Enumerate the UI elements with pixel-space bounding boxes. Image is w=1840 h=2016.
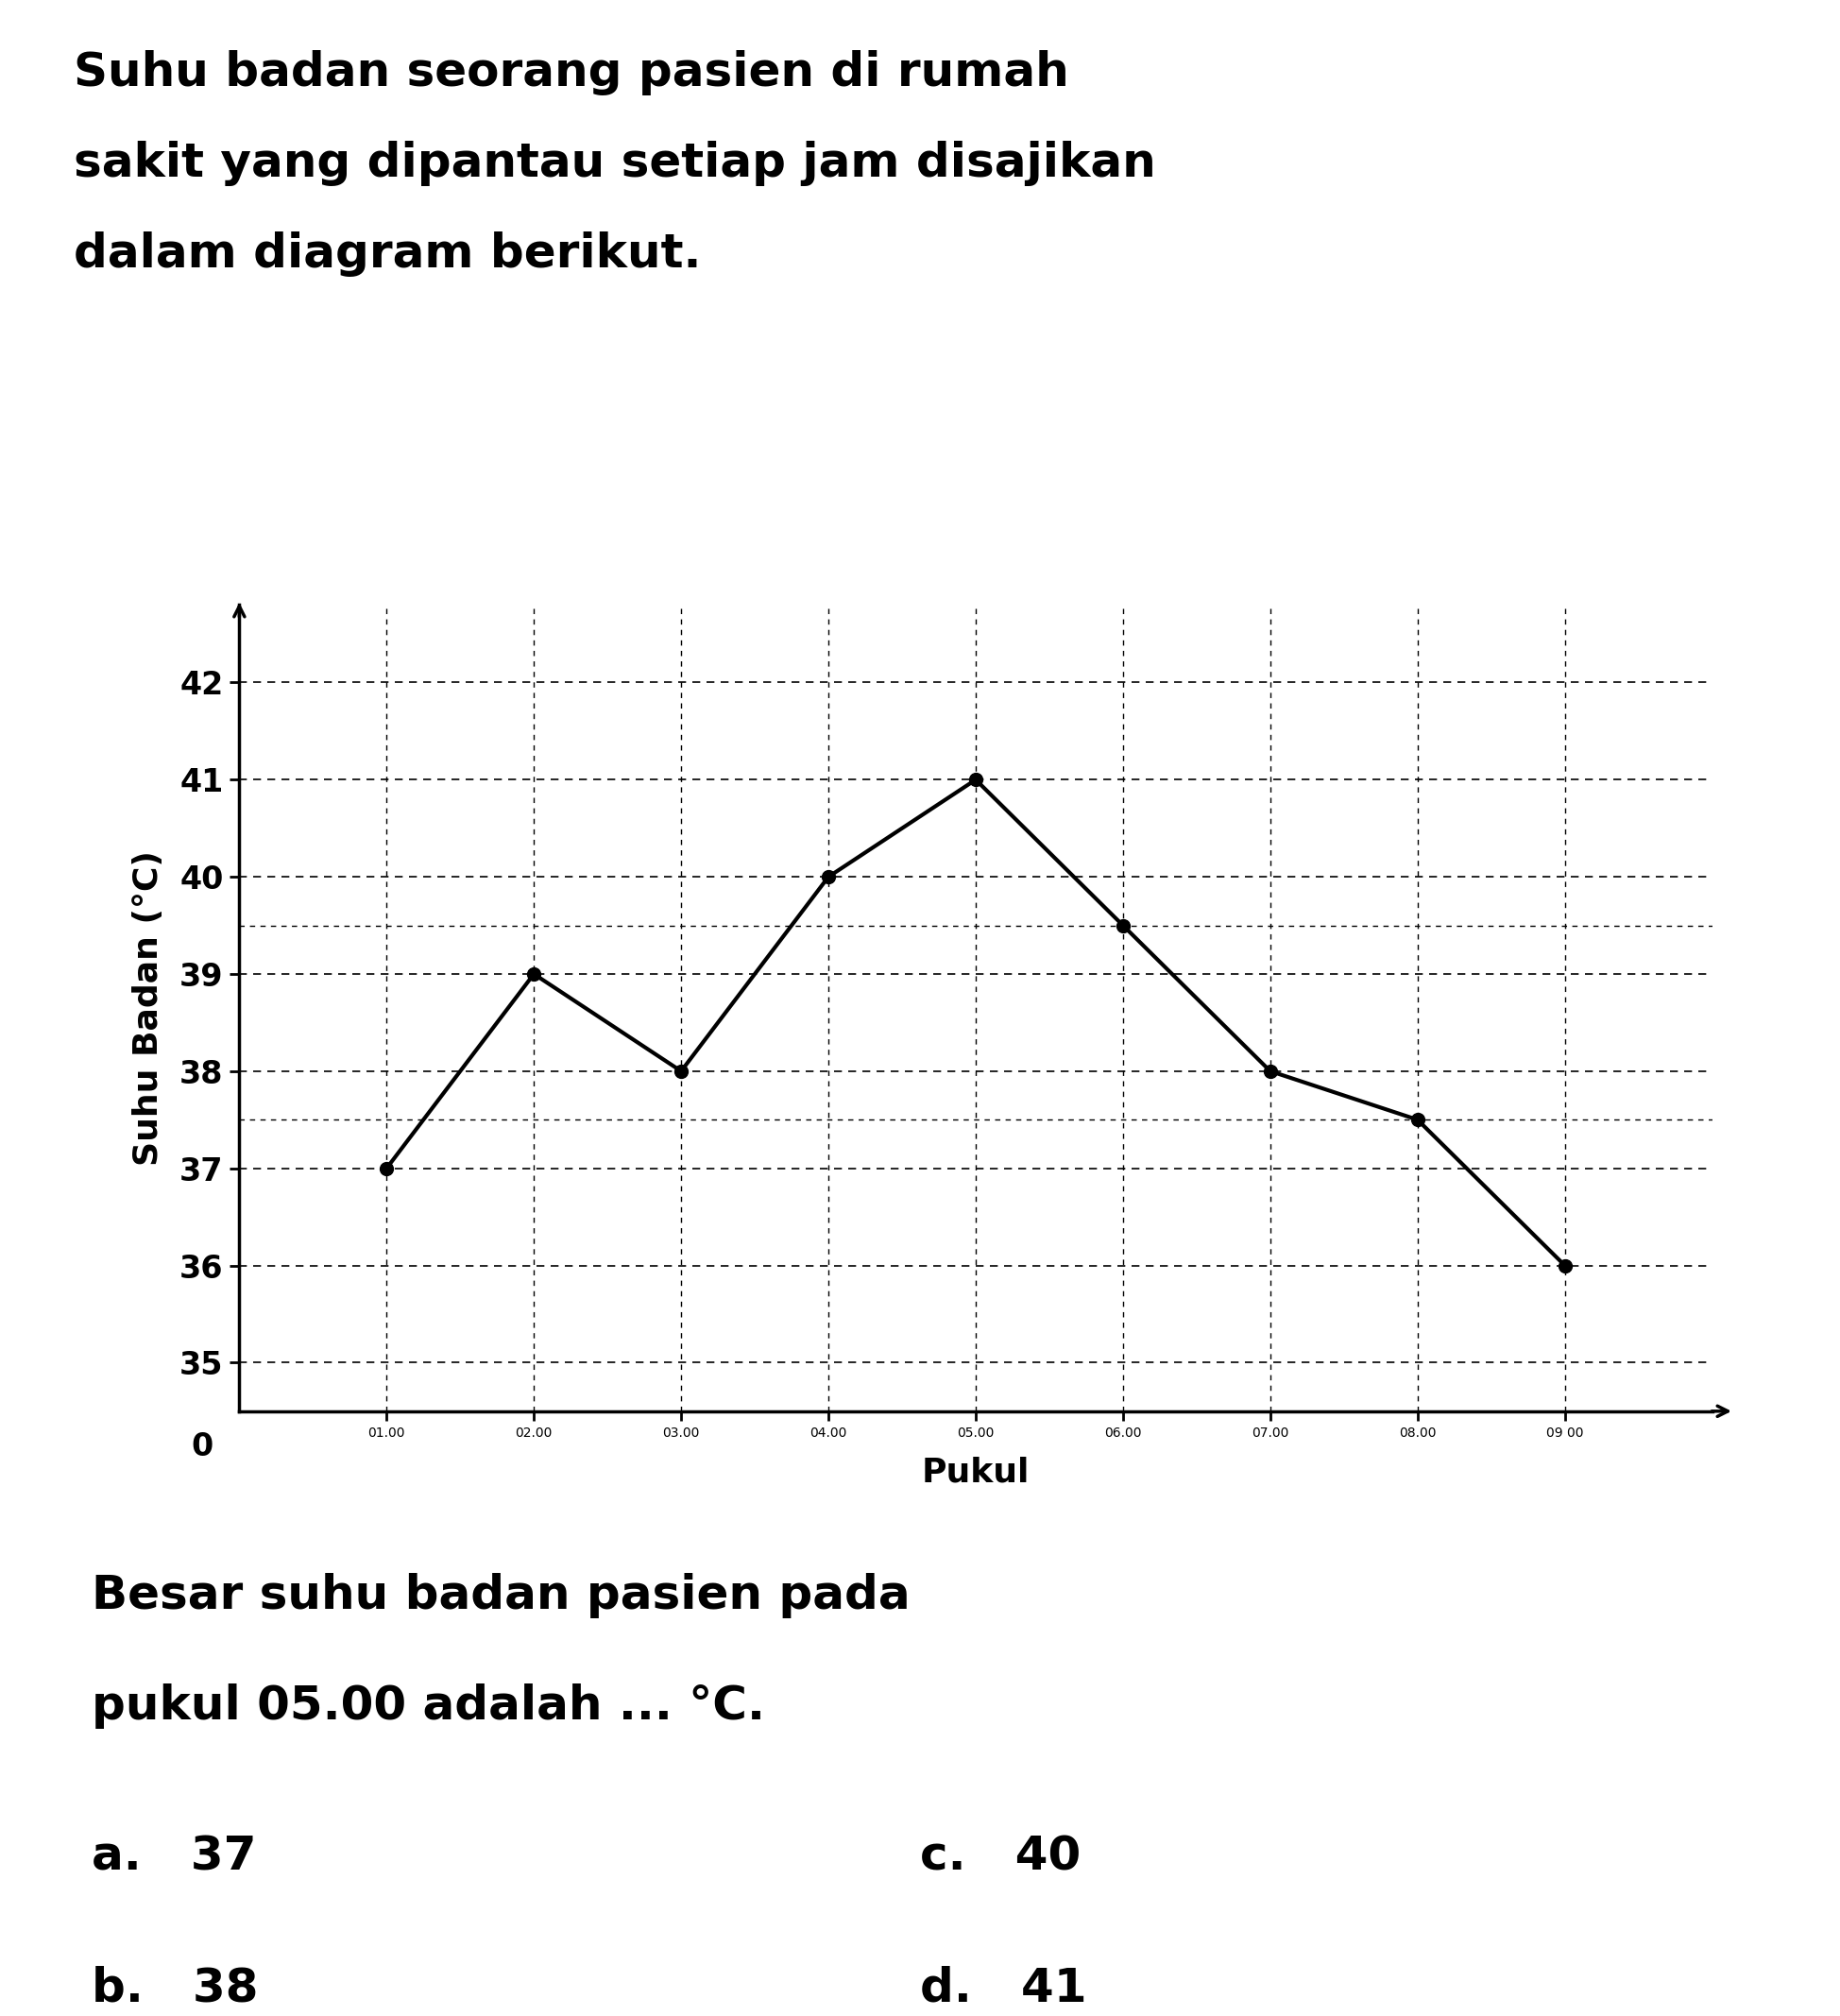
Text: pukul 05.00 adalah ... °C.: pukul 05.00 adalah ... °C. xyxy=(92,1683,765,1728)
Text: c.   40: c. 40 xyxy=(920,1835,1080,1879)
Text: d.   41: d. 41 xyxy=(920,1966,1087,2010)
Text: dalam diagram berikut.: dalam diagram berikut. xyxy=(74,232,701,276)
Text: b.   38: b. 38 xyxy=(92,1966,259,2010)
Y-axis label: Suhu Badan (°C): Suhu Badan (°C) xyxy=(132,851,164,1165)
Text: Suhu badan seorang pasien di rumah: Suhu badan seorang pasien di rumah xyxy=(74,50,1069,95)
Text: Besar suhu badan pasien pada: Besar suhu badan pasien pada xyxy=(92,1572,911,1617)
Text: 0: 0 xyxy=(191,1431,213,1462)
Text: sakit yang dipantau setiap jam disajikan: sakit yang dipantau setiap jam disajikan xyxy=(74,141,1156,185)
X-axis label: Pukul: Pukul xyxy=(922,1456,1029,1488)
Text: a.   37: a. 37 xyxy=(92,1835,258,1879)
